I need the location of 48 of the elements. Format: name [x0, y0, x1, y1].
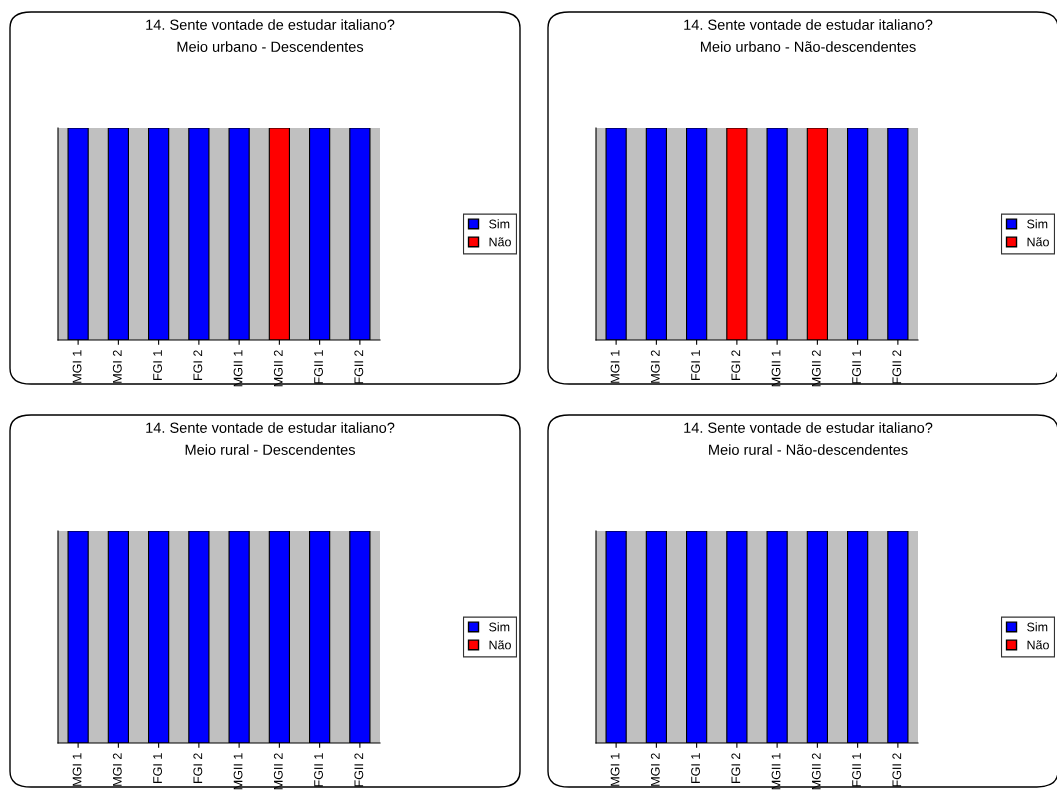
x-tick-label: MGI 1 [610, 350, 620, 383]
x-tick-label: MGII 1 [233, 350, 243, 387]
legend-label: Sim [1027, 622, 1048, 632]
x-tick-label: FGI 2 [193, 350, 203, 380]
legend-label: Não [1027, 640, 1049, 650]
x-tick-label: FGII 1 [852, 753, 861, 787]
x-tick-label: MGI 2 [650, 350, 660, 383]
x-tick-label: FGI 1 [153, 753, 162, 783]
x-tick-label: MGII 1 [771, 753, 781, 790]
x-tick-label: FGI 1 [153, 350, 162, 380]
x-tick-label: FGI 2 [731, 350, 741, 380]
x-tick-label: FGII 1 [314, 753, 323, 787]
chart-subtitle: Meio rural - Descendentes [185, 444, 355, 455]
x-tick-label: FGII 2 [892, 753, 902, 787]
x-tick-label: MGI 2 [112, 753, 122, 786]
x-tick-label: MGII 2 [811, 753, 821, 790]
x-tick-label: MGI 2 [112, 350, 122, 383]
chart-subtitle: Meio urbano - Descendentes [177, 41, 364, 52]
x-tick-label: MGII 2 [273, 350, 283, 387]
x-tick-label: FGI 2 [193, 753, 203, 783]
legend-label: Não [489, 237, 511, 247]
x-tick-label: MGII 1 [771, 350, 781, 387]
x-tick-label: MGII 1 [233, 753, 243, 790]
legend-label: Sim [1027, 219, 1048, 229]
x-tick-label: FGII 2 [354, 350, 364, 384]
chart-subtitle: Meio urbano - Não-descendentes [700, 41, 916, 52]
legend-label: Não [1027, 237, 1049, 247]
x-tick-label: MGI 1 [72, 753, 82, 786]
x-tick-label: FGI 1 [691, 350, 700, 380]
legend-label: Sim [489, 622, 510, 632]
chart-subtitle: Meio rural - Não-descendentes [709, 444, 908, 455]
x-tick-label: FGII 1 [852, 350, 861, 384]
chart-title: 14. Sente vontade de estudar italiano? [146, 422, 395, 433]
x-tick-label: FGI 2 [731, 753, 741, 783]
x-tick-label: FGI 1 [691, 753, 700, 783]
x-tick-label: MGII 2 [811, 350, 821, 387]
x-tick-label: MGI 1 [610, 753, 620, 786]
x-tick-label: MGI 1 [72, 350, 82, 383]
chart-title: 14. Sente vontade de estudar italiano? [146, 19, 395, 30]
x-tick-label: FGII 2 [892, 350, 902, 384]
x-tick-label: MGII 2 [273, 753, 283, 790]
x-tick-label: FGII 1 [314, 350, 323, 384]
x-tick-label: MGI 2 [650, 753, 660, 786]
x-tick-label: FGII 2 [354, 753, 364, 787]
legend-label: Sim [489, 219, 510, 229]
chart-title: 14. Sente vontade de estudar italiano? [684, 19, 933, 30]
chart-title: 14. Sente vontade de estudar italiano? [684, 422, 933, 433]
legend-label: Não [489, 640, 511, 650]
